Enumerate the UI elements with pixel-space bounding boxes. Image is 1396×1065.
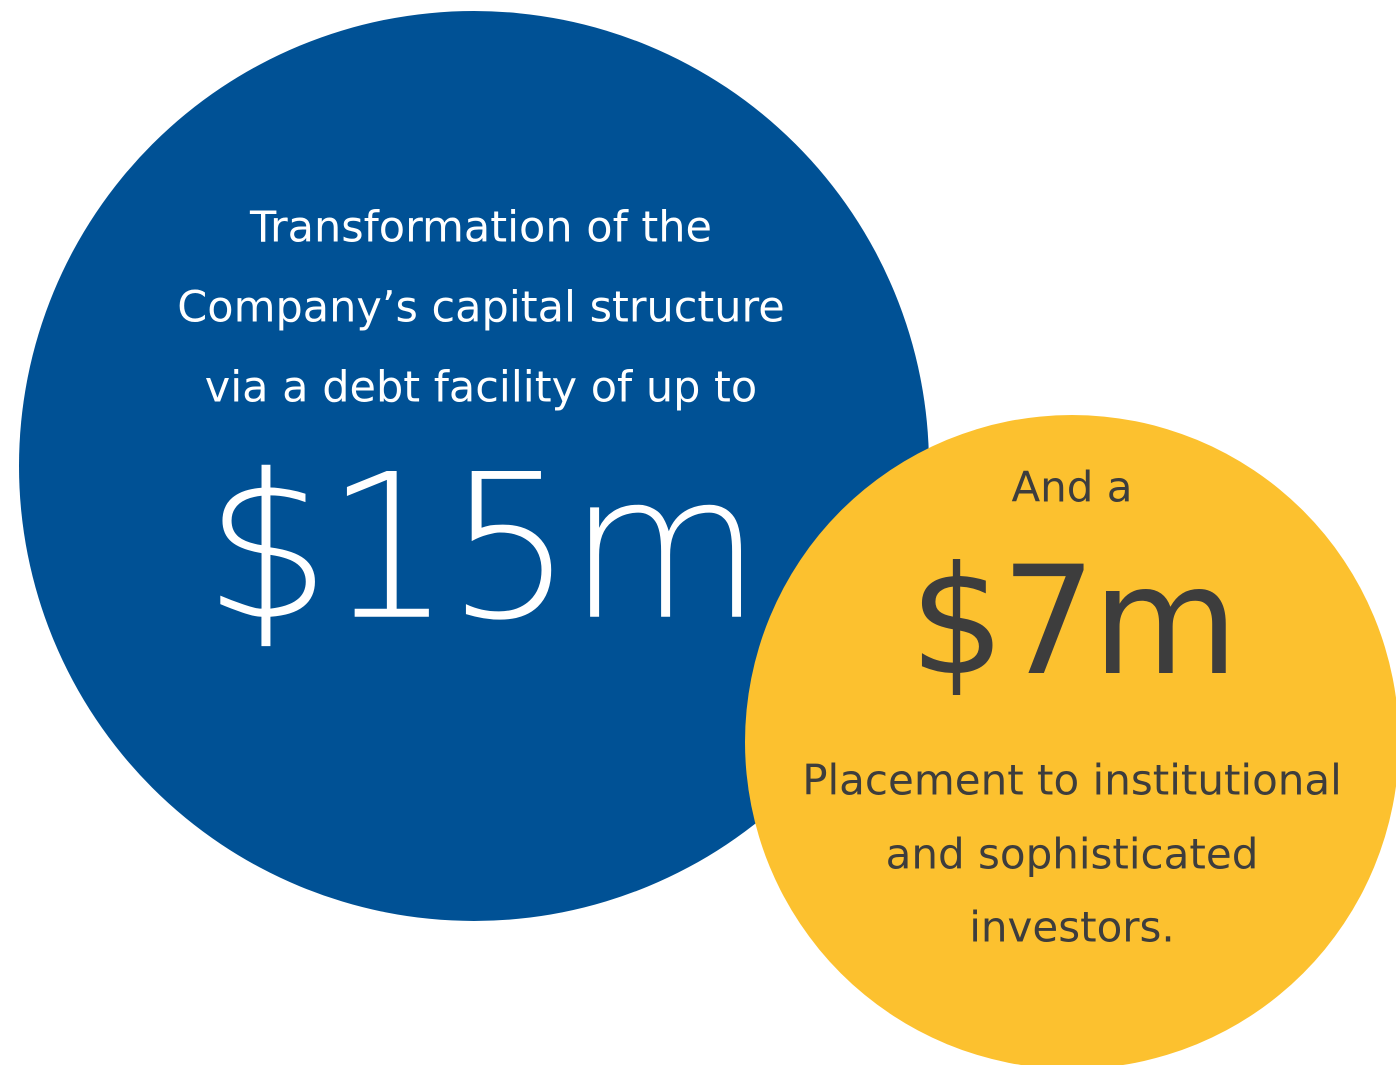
blue-circle	[19, 11, 929, 921]
yellow-circle	[745, 415, 1396, 1065]
yellow-text-line: Placement to institutional	[802, 756, 1342, 805]
yellow-text-line: and sophisticated	[886, 830, 1259, 879]
yellow-amount: $7m	[910, 535, 1235, 709]
blue-amount: $15m	[204, 432, 757, 665]
blue-text-line: Company’s capital structure	[177, 283, 785, 333]
blue-text-line: Transformation of the	[249, 203, 712, 253]
yellow-text-line: investors.	[969, 903, 1175, 952]
yellow-intro: And a	[1011, 463, 1132, 512]
blue-text-line: via a debt facility of up to	[205, 363, 757, 413]
